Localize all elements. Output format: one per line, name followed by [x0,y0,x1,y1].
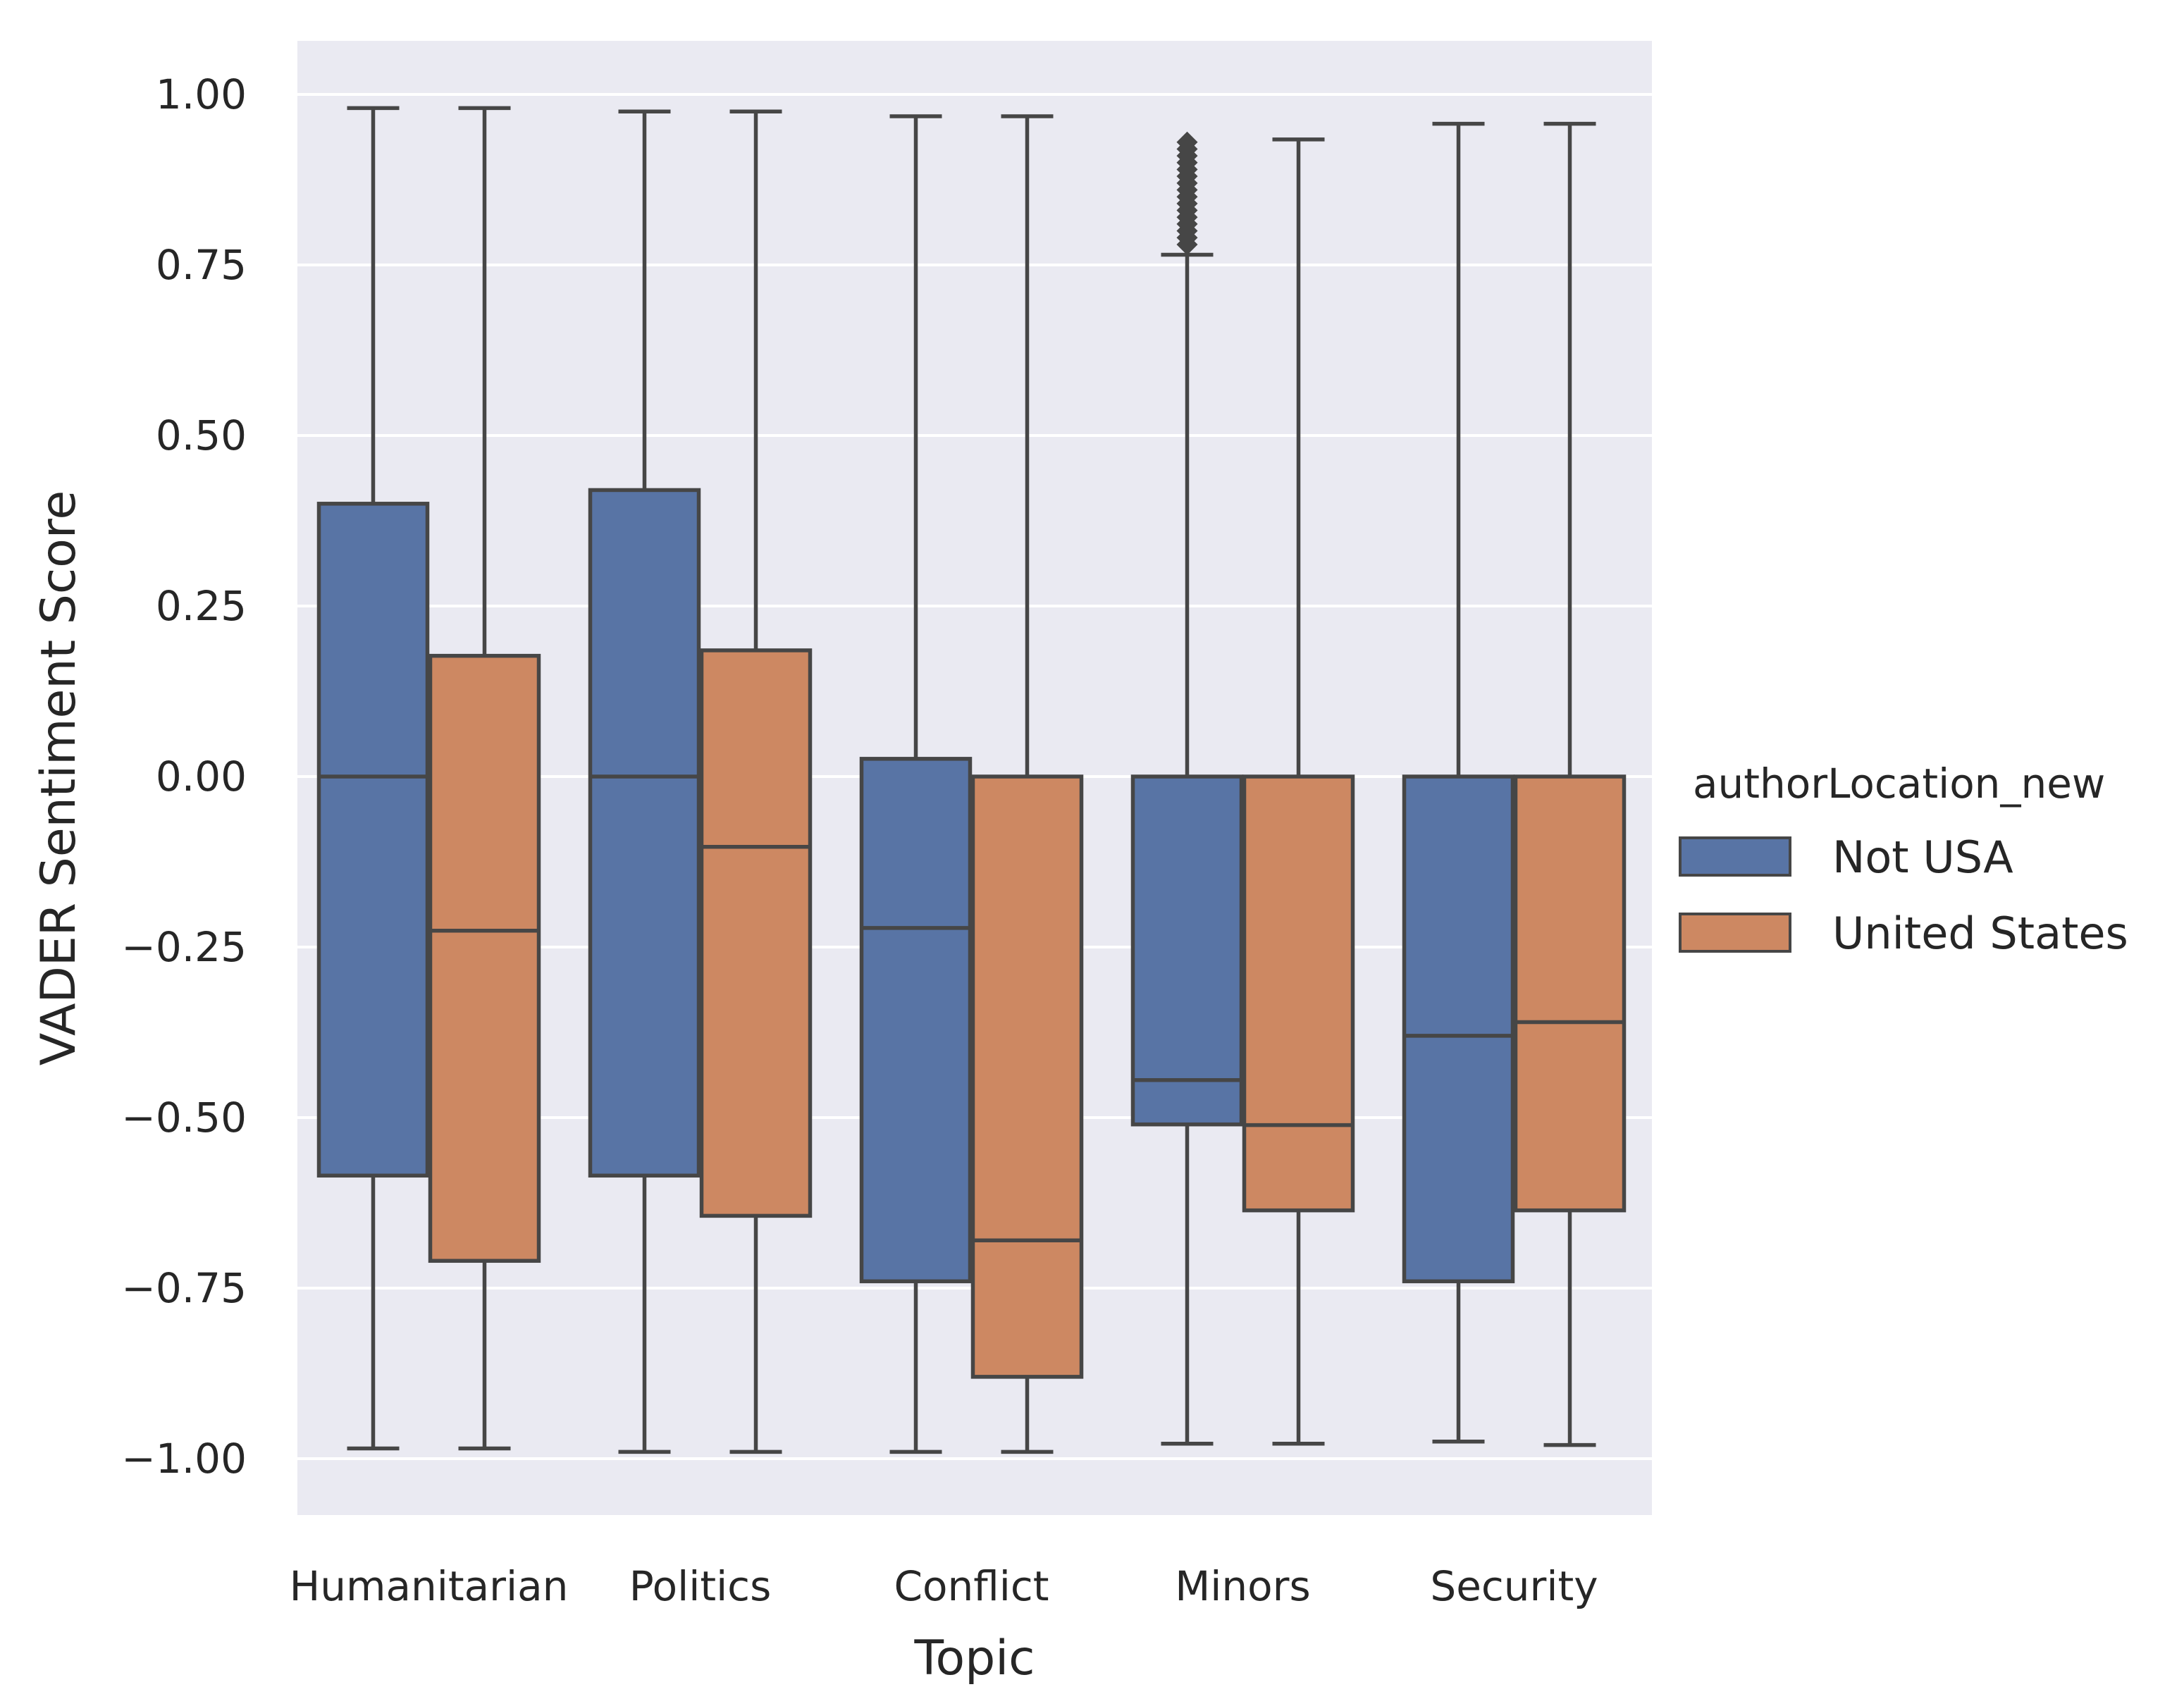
y-tick-label-8: −1.00 [121,1435,247,1483]
box-politics-not-usa [588,109,701,1454]
y-tick-label-1: 0.75 [156,241,247,289]
box-series [316,106,1627,1454]
legend-label-united-states: United States [1832,908,2128,959]
x-tick-labels: Humanitarian Politics Conflict Minors Securi… [290,1562,1598,1610]
x-tick-label-minors: Minors [1175,1562,1310,1610]
box-minors-not-usa-flier-15 [1176,131,1198,153]
box-conflict-not-usa [859,114,973,1454]
y-tick-label-3: 0.25 [156,582,247,630]
y-tick-labels: 1.00 0.75 0.50 0.25 0.00 −0.25 −0.50 −0.75 −1.00 [121,70,247,1483]
box-humanitarian-united-states [428,106,541,1451]
y-tick-label-4: 0.00 [156,753,247,801]
box-security-not-usa [1402,121,1515,1444]
box-humanitarian-not-usa [316,106,430,1451]
box-humanitarian-united-states-iqr [428,653,541,1263]
box-minors-united-states [1242,137,1355,1446]
x-tick-label-politics: Politics [629,1562,772,1610]
legend: authorLocation_new Not USA United States [1679,760,2128,959]
legend-swatch-not-usa [1679,836,1791,877]
x-tick-label-conflict: Conflict [894,1562,1049,1610]
y-tick-label-2: 0.50 [156,412,247,459]
legend-swatch-united-states [1679,913,1791,953]
box-politics-united-states [699,109,813,1454]
box-conflict-united-states [970,114,1084,1454]
box-security-united-states-iqr [1513,774,1627,1213]
legend-title: authorLocation_new [1693,760,2105,808]
y-tick-label-6: −0.50 [121,1094,247,1142]
box-security-united-states [1513,121,1627,1447]
box-minors-not-usa-iqr [1130,774,1244,1127]
box-conflict-united-states-iqr [970,774,1084,1379]
x-tick-label-security: Security [1430,1562,1598,1610]
y-tick-label-7: −0.75 [121,1264,247,1312]
legend-label-not-usa: Not USA [1832,832,2013,883]
box-politics-not-usa-iqr [588,488,701,1178]
box-humanitarian-not-usa-iqr [316,502,430,1178]
box-minors-not-usa [1130,131,1244,1446]
y-tick-label-0: 1.00 [156,70,247,118]
box-security-not-usa-iqr [1402,774,1515,1284]
box-minors-united-states-iqr [1242,774,1355,1213]
box-conflict-not-usa-iqr [859,757,973,1284]
x-tick-label-humanitarian: Humanitarian [290,1562,569,1610]
y-axis-title: VADER Sentiment Score [31,490,87,1065]
x-axis-title: Topic [913,1631,1035,1686]
y-tick-label-5: −0.25 [121,923,247,971]
box-politics-united-states-iqr [699,648,813,1218]
